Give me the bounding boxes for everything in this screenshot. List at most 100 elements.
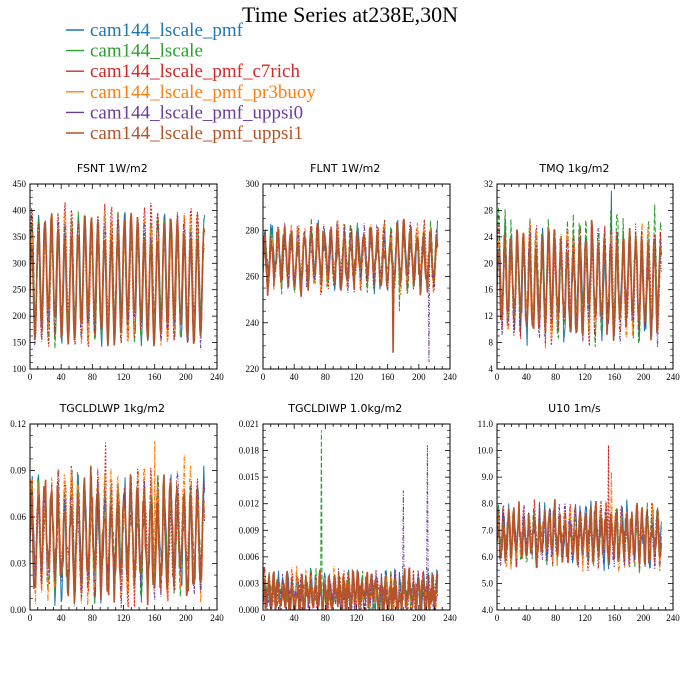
x-tick-label: 200 xyxy=(637,613,651,623)
legend-label: cam144_lscale_pmf xyxy=(90,20,244,41)
x-tick-label: 120 xyxy=(117,613,131,623)
x-tick-label: 80 xyxy=(321,372,331,382)
x-tick-label: 0 xyxy=(28,372,33,382)
series-group xyxy=(30,441,206,608)
y-tick-label: 0.03 xyxy=(10,559,26,569)
y-tick-label: 0.006 xyxy=(239,552,260,562)
series-group xyxy=(30,202,206,349)
y-tick-label: 6.0 xyxy=(482,552,494,562)
x-tick-label: 40 xyxy=(522,613,532,623)
y-tick-label: 0.06 xyxy=(10,512,26,522)
y-tick-label: 220 xyxy=(246,364,260,374)
panel-title: FSNT 1W/m2 xyxy=(77,162,148,175)
legend-label: cam144_lscale_pmf_pr3buoy xyxy=(90,82,316,103)
x-tick-label: 120 xyxy=(578,372,592,382)
legend-label: cam144_lscale_pmf_uppsi0 xyxy=(90,102,303,123)
series-group xyxy=(497,190,663,349)
y-tick-label: 450 xyxy=(13,179,27,189)
y-tick-label: 250 xyxy=(13,285,27,295)
x-tick-label: 200 xyxy=(637,372,651,382)
series-group xyxy=(497,445,663,574)
y-tick-label: 8 xyxy=(489,338,494,348)
y-tick-label: 4.0 xyxy=(482,605,494,615)
series-line xyxy=(30,212,206,347)
y-tick-label: 150 xyxy=(13,338,27,348)
series-line xyxy=(30,465,205,606)
chart-panel: TGCLDIWP 1.0kg/m2 0 40 80 120 160 200 240 0.000 0… xyxy=(239,402,458,623)
legend-label: cam144_lscale_pmf_uppsi1 xyxy=(90,123,303,144)
x-tick-label: 80 xyxy=(321,613,331,623)
x-tick-label: 240 xyxy=(666,613,680,623)
series-line xyxy=(497,499,663,569)
panel-title: TGCLDIWP 1.0kg/m2 xyxy=(287,402,402,415)
y-tick-label: 8.0 xyxy=(482,499,494,509)
x-tick-label: 160 xyxy=(148,613,162,623)
x-tick-label: 0 xyxy=(28,613,33,623)
x-tick-label: 200 xyxy=(179,372,193,382)
y-tick-label: 5.0 xyxy=(482,578,494,588)
x-tick-label: 120 xyxy=(350,613,364,623)
x-tick-label: 120 xyxy=(117,372,131,382)
y-tick-label: 0.018 xyxy=(239,446,260,456)
y-tick-label: 200 xyxy=(13,311,27,321)
legend: cam144_lscale_pmfcam144_lscalecam144_lsc… xyxy=(66,20,316,144)
series-line xyxy=(30,202,206,347)
x-tick-label: 80 xyxy=(551,372,561,382)
y-tick-label: 280 xyxy=(246,225,260,235)
y-tick-label: 0.012 xyxy=(239,499,259,509)
series-line xyxy=(263,218,439,353)
y-tick-label: 24 xyxy=(484,232,494,242)
x-tick-label: 40 xyxy=(57,372,67,382)
x-tick-label: 80 xyxy=(551,613,561,623)
x-tick-label: 120 xyxy=(578,613,592,623)
x-tick-label: 0 xyxy=(261,613,266,623)
y-tick-label: 100 xyxy=(13,364,27,374)
legend-label: cam144_lscale xyxy=(90,41,203,62)
y-tick-label: 7.0 xyxy=(482,525,494,535)
x-tick-label: 160 xyxy=(608,372,622,382)
y-tick-label: 20 xyxy=(484,258,494,268)
x-tick-label: 80 xyxy=(88,613,98,623)
panels: FSNT 1W/m20 40 80 120 160 200 2401001502002503… xyxy=(10,162,680,623)
y-tick-label: 0.09 xyxy=(10,466,26,476)
x-tick-label: 0 xyxy=(495,613,500,623)
y-tick-label: 9.0 xyxy=(482,472,494,482)
x-tick-label: 240 xyxy=(666,372,680,382)
legend-label: cam144_lscale_pmf_c7rich xyxy=(90,61,300,82)
x-tick-label: 240 xyxy=(210,613,224,623)
x-tick-label: 0 xyxy=(261,372,266,382)
panel-title: TMQ 1kg/m2 xyxy=(538,162,609,175)
chart-panel: TMQ 1kg/m2 0 40 80 120 160 200 240 4 8 12 16 20 24 28 3… xyxy=(484,162,680,382)
y-tick-label: 0.000 xyxy=(239,605,260,615)
x-tick-label: 200 xyxy=(412,372,426,382)
y-tick-label: 0.12 xyxy=(10,419,26,429)
series-line xyxy=(30,210,205,349)
y-tick-label: 350 xyxy=(13,232,27,242)
x-tick-label: 200 xyxy=(179,613,193,623)
y-tick-label: 0.015 xyxy=(239,472,260,482)
y-tick-label: 16 xyxy=(484,285,494,295)
series-line xyxy=(263,567,439,610)
x-tick-label: 240 xyxy=(443,613,457,623)
y-tick-label: 260 xyxy=(246,272,260,282)
panel-title: U10 1m/s xyxy=(548,402,601,415)
x-tick-label: 40 xyxy=(57,613,67,623)
x-tick-label: 200 xyxy=(412,613,426,623)
x-tick-label: 160 xyxy=(148,372,162,382)
y-tick-label: 10.0 xyxy=(477,446,493,456)
y-tick-label: 0.003 xyxy=(239,578,260,588)
series-line xyxy=(497,219,663,341)
chart-panel: FSNT 1W/m2 0 40 80 120 160 200 240 100 150 200 250 3… xyxy=(13,162,225,382)
y-tick-label: 300 xyxy=(246,179,260,189)
series-group xyxy=(263,430,439,610)
chart-panel: TGCLDLWP 1kg/m2 0 40 80 120 160 200 240 0.00 0.03… xyxy=(10,402,224,623)
y-tick-label: 0.009 xyxy=(239,525,260,535)
x-tick-label: 160 xyxy=(381,372,395,382)
x-tick-label: 240 xyxy=(443,372,457,382)
x-tick-label: 120 xyxy=(350,372,364,382)
y-tick-label: 400 xyxy=(13,205,27,215)
x-tick-label: 40 xyxy=(522,372,532,382)
series-group xyxy=(263,218,439,363)
x-tick-label: 160 xyxy=(608,613,622,623)
